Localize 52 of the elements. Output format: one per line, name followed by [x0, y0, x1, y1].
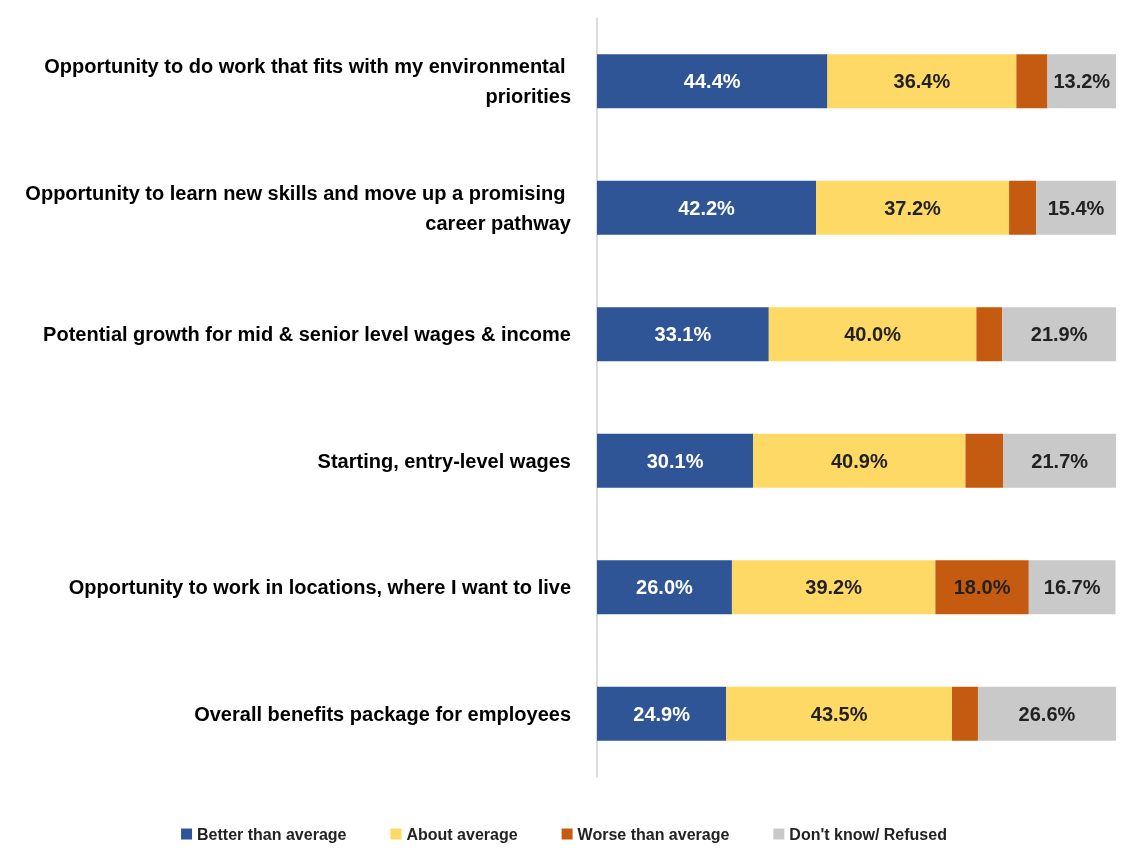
bar [1036, 180, 1116, 235]
bar [597, 560, 732, 615]
bar [965, 433, 1004, 488]
bar [827, 54, 1017, 109]
data-label: 13.2% [1053, 70, 1111, 93]
bar [726, 686, 952, 741]
data-label: 26.6% [1018, 702, 1076, 725]
bar [816, 180, 1010, 235]
data-label: 43.5% [810, 702, 868, 725]
data-label: 21.7% [1031, 449, 1089, 472]
bar [753, 433, 966, 488]
data-label: 30.1% [646, 449, 704, 472]
bar [597, 433, 754, 488]
data-label: 44.4% [683, 70, 741, 93]
data-label: 15.4% [1047, 196, 1105, 219]
data-label: 42.2% [678, 196, 736, 219]
bar [977, 686, 1116, 741]
legend-label: About average [406, 825, 518, 843]
y-tick-label: Opportunity to work in locations, where I want to live [68, 576, 571, 599]
y-tick-label: Starting, entry-level wages [317, 449, 571, 472]
bar [1003, 433, 1116, 488]
y-tick-label: Opportunity to learn new skills and move up a promising career pathway [25, 181, 572, 234]
legend-label: Worse than average [577, 825, 730, 843]
data-label: 39.2% [805, 576, 863, 599]
data-label: 24.9% [633, 702, 691, 725]
data-label: 18.0% [953, 576, 1011, 599]
data-label: 21.9% [1030, 323, 1088, 346]
data-label: 16.7% [1043, 576, 1101, 599]
bar [597, 54, 828, 109]
bar [952, 686, 978, 741]
bar [768, 307, 977, 362]
bar [1002, 307, 1116, 362]
bar [976, 307, 1003, 362]
bar [597, 180, 817, 235]
y-tick-label: Opportunity to do work that fits with my environmental priorities [44, 55, 571, 108]
y-tick-label: Potential growth for mid & senior level wages & income [43, 323, 571, 346]
bar [1028, 560, 1116, 615]
y-tick-label: Overall benefits package for employees [194, 702, 571, 725]
bar [1016, 54, 1048, 109]
data-label: 33.1% [654, 323, 712, 346]
data-label: 40.0% [844, 323, 902, 346]
bar [1009, 180, 1037, 235]
legend-label: Don't know/ Refused [789, 825, 947, 843]
data-label: 26.0% [636, 576, 694, 599]
legend-label: Better than average [197, 825, 347, 843]
bar [731, 560, 936, 615]
bar [597, 307, 769, 362]
data-label: 40.9% [831, 449, 888, 472]
data-label: 37.2% [884, 196, 942, 219]
bar [597, 686, 727, 741]
bar [935, 560, 1029, 615]
data-label: 36.4% [893, 70, 951, 93]
